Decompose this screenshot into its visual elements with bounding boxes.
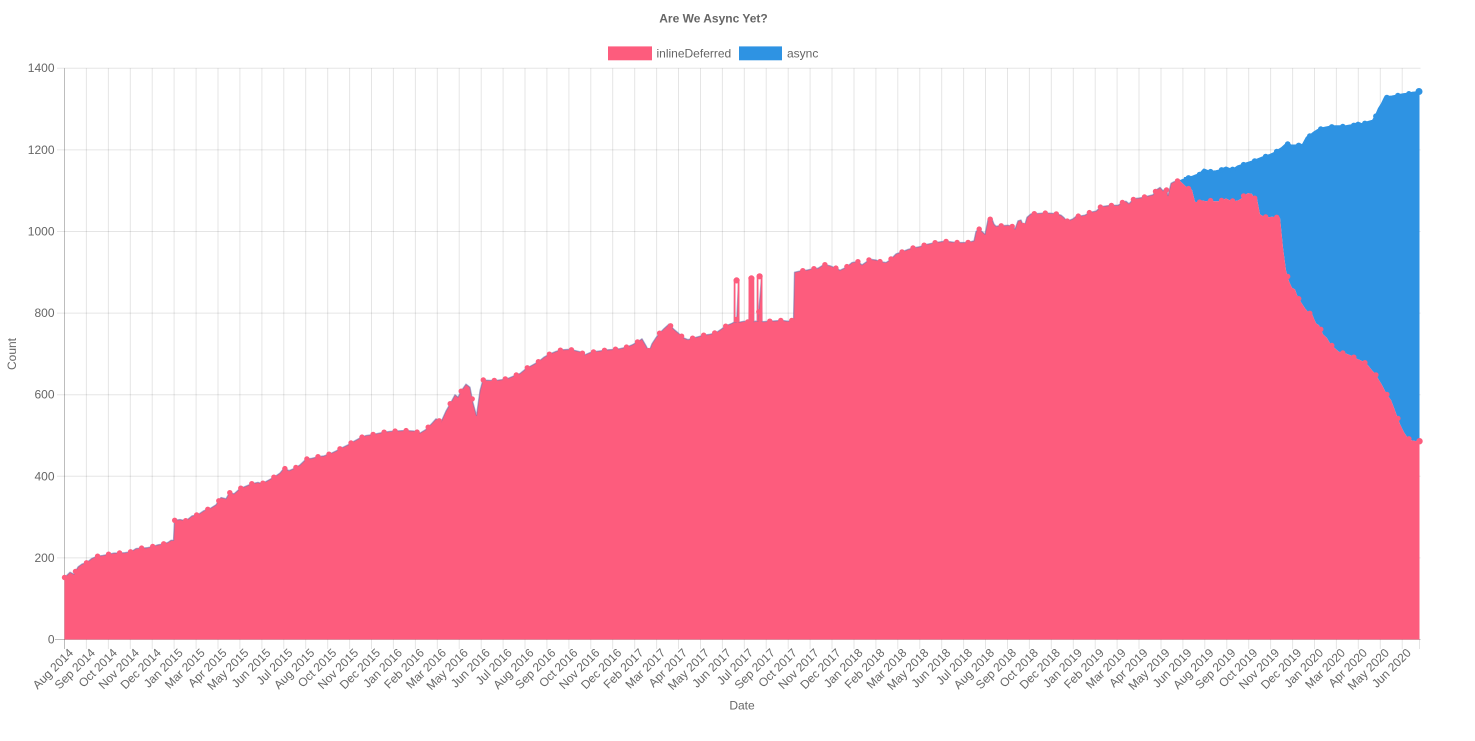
svg-text:1400: 1400	[28, 61, 55, 75]
svg-text:200: 200	[34, 551, 54, 565]
svg-text:800: 800	[34, 306, 54, 320]
svg-text:400: 400	[34, 469, 54, 483]
svg-text:async: async	[787, 47, 818, 61]
svg-text:0: 0	[48, 633, 55, 647]
svg-text:1000: 1000	[28, 225, 55, 239]
svg-text:600: 600	[34, 388, 54, 402]
svg-text:Count: Count	[5, 337, 19, 370]
svg-text:Are We Async Yet?: Are We Async Yet?	[659, 11, 768, 25]
svg-text:inlineDeferred: inlineDeferred	[657, 47, 732, 61]
svg-text:1200: 1200	[28, 143, 55, 157]
svg-text:Date: Date	[729, 699, 755, 713]
